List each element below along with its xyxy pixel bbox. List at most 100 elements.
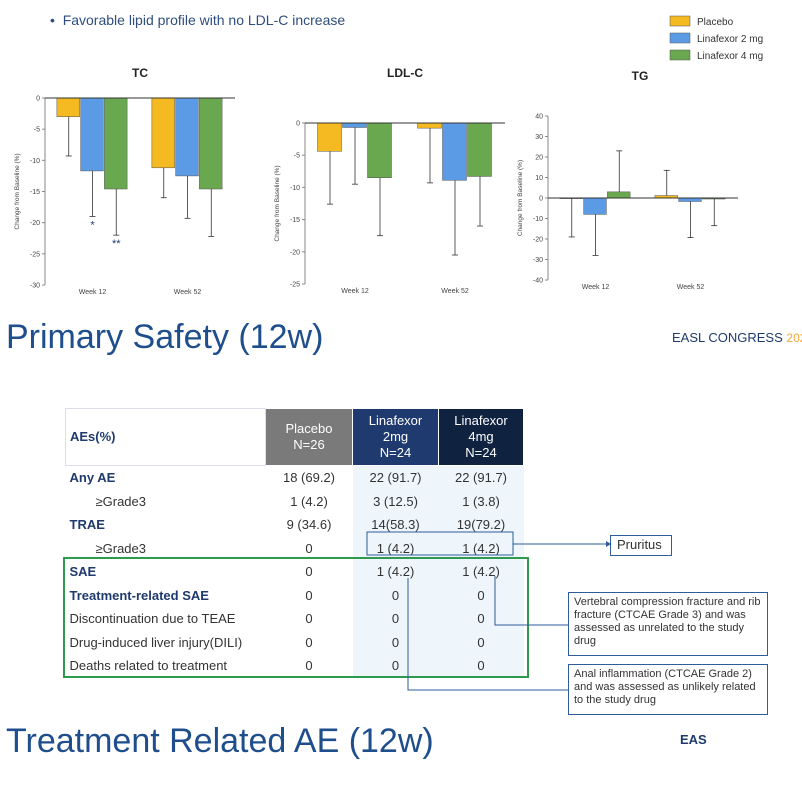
y-tick-label: -25	[290, 282, 300, 289]
table-cell: 1 (3.8)	[438, 489, 524, 513]
y-tick-label: -15	[30, 189, 40, 196]
header-text: N=24	[379, 445, 412, 460]
header-text: N=26	[293, 437, 325, 452]
bar	[583, 197, 607, 215]
table-cell: Deaths related to treatment	[69, 658, 228, 674]
heading: Primary Safety (12w)	[6, 318, 324, 356]
header-cell: Linafexor 4mg N=24	[438, 408, 524, 466]
table-cell: 0	[305, 611, 313, 627]
table-cell: 0	[438, 654, 524, 678]
bar	[199, 97, 223, 190]
bar	[175, 97, 199, 177]
y-tick-label: -20	[533, 237, 543, 244]
legend-label: Placebo	[697, 17, 734, 28]
x-tick-label: Week 12	[582, 284, 610, 291]
y-tick-label: -20	[290, 249, 300, 256]
table-cell: 0	[305, 540, 313, 556]
bar	[559, 197, 583, 199]
table-cell: 22 (91.7)	[352, 465, 439, 490]
table-cell: 22 (91.7)	[438, 465, 524, 490]
table-cell: 0	[352, 654, 439, 678]
header-cell: AEs(%)	[65, 408, 266, 466]
bullet: • Favorable lipid profile with no LDL-C …	[50, 12, 346, 28]
y-tick-label: 30	[535, 134, 543, 141]
y-tick-label: -25	[30, 251, 40, 258]
logo-text: EASL CONGRESS	[672, 330, 783, 345]
bar	[442, 122, 467, 181]
legend-swatch	[669, 49, 691, 61]
header-text: AEs(%)	[70, 429, 116, 444]
table-row: SAE 0 1 (4.2) 1 (4.2)	[66, 560, 524, 584]
table-cell: 0	[352, 630, 439, 654]
table-cell: Discontinuation due to TEAE	[69, 611, 236, 627]
table-cell: 1 (4.2)	[352, 536, 439, 560]
table-cell: TRAE	[69, 517, 105, 533]
y-tick-label: 0	[539, 196, 543, 203]
bar	[607, 191, 631, 199]
table-row: ≥Grade3 0 1 (4.2) 1 (4.2)	[66, 536, 524, 560]
table-cell: 1 (4.2)	[290, 493, 328, 509]
logo: EASL CONGRESS 2020	[672, 330, 802, 345]
table-cell: 1 (4.2)	[438, 536, 524, 560]
table-row: TRAE 9 (34.6) 14(58.3) 19(79.2)	[66, 513, 524, 537]
legend-label: Linafexor 2 mg	[697, 34, 763, 45]
y-tick-label: -5	[294, 153, 300, 160]
header-cell: Linafexor 2mg N=24	[352, 408, 439, 466]
table-cell: 0	[305, 634, 313, 650]
y-axis-label: Change from Baseline (%)	[14, 153, 21, 229]
table-row: Treatment-related SAE 0 0 0	[66, 583, 524, 607]
bar	[342, 122, 367, 128]
legend-label: Linafexor 4 mg	[697, 51, 763, 62]
legend-swatch	[669, 15, 691, 27]
x-tick-label: Week 52	[677, 284, 705, 291]
logo-small: EAS	[680, 732, 707, 747]
table-cell: 9 (34.6)	[286, 517, 332, 533]
significance: *	[90, 219, 95, 231]
bar	[367, 122, 392, 178]
y-tick-label: -10	[290, 185, 300, 192]
logo-year: 2020	[786, 331, 802, 345]
table-row: Discontinuation due to TEAE 0 0 0	[66, 607, 524, 631]
table-cell: SAE	[69, 564, 97, 580]
bar	[104, 97, 128, 190]
y-tick-label: -5	[34, 127, 40, 134]
x-tick-label: Week 12	[79, 289, 107, 296]
chart-title: TC	[132, 66, 148, 80]
table-cell: 0	[305, 587, 313, 603]
table-cell: 0	[352, 607, 439, 631]
bar	[56, 97, 80, 117]
table-cell: Treatment-related SAE	[69, 587, 209, 603]
bar	[467, 122, 492, 177]
bar	[654, 195, 678, 199]
callout: Pruritus	[610, 535, 672, 556]
heading: Treatment Related AE (12w)	[6, 722, 434, 760]
table-cell: ≥Grade3	[95, 493, 147, 509]
callout: Vertebral compression fracture and rib f…	[568, 592, 768, 656]
y-axis-label: Change from Baseline (%)	[517, 160, 524, 236]
header-text: Linafexor	[454, 413, 508, 428]
bar	[317, 122, 342, 152]
table-cell: 14(58.3)	[352, 513, 439, 537]
table-cell: 18 (69.2)	[282, 470, 336, 486]
y-tick-label: 0	[36, 96, 40, 103]
table-cell: ≥Grade3	[95, 540, 147, 556]
bullet-text: Favorable lipid profile with no LDL-C in…	[62, 12, 346, 28]
table-cell: 0	[305, 658, 313, 674]
chart-title: TG	[632, 69, 649, 83]
ae-table: AEs(%) Placebo N=26 Linafexor 2mg N=24 Linafex…	[65, 408, 524, 678]
table-row: ≥Grade3 1 (4.2) 3 (12.5) 1 (3.8)	[66, 489, 524, 513]
table-cell: 1 (4.2)	[352, 560, 439, 584]
y-tick-label: -15	[290, 217, 300, 224]
callout: Anal inflammation (CTCAE Grade 2) and wa…	[568, 664, 768, 715]
bar	[417, 122, 442, 129]
y-tick-label: -30	[30, 283, 40, 290]
x-tick-label: Week 52	[174, 289, 202, 296]
table-cell: 0	[305, 564, 313, 580]
header-text: 4mg	[468, 429, 494, 444]
legend-swatch	[669, 32, 691, 44]
x-tick-label: Week 52	[441, 288, 469, 295]
y-tick-label: -40	[533, 278, 543, 285]
bar	[678, 197, 702, 202]
table-cell: 19(79.2)	[438, 513, 524, 537]
x-tick-label: Week 12	[341, 288, 369, 295]
